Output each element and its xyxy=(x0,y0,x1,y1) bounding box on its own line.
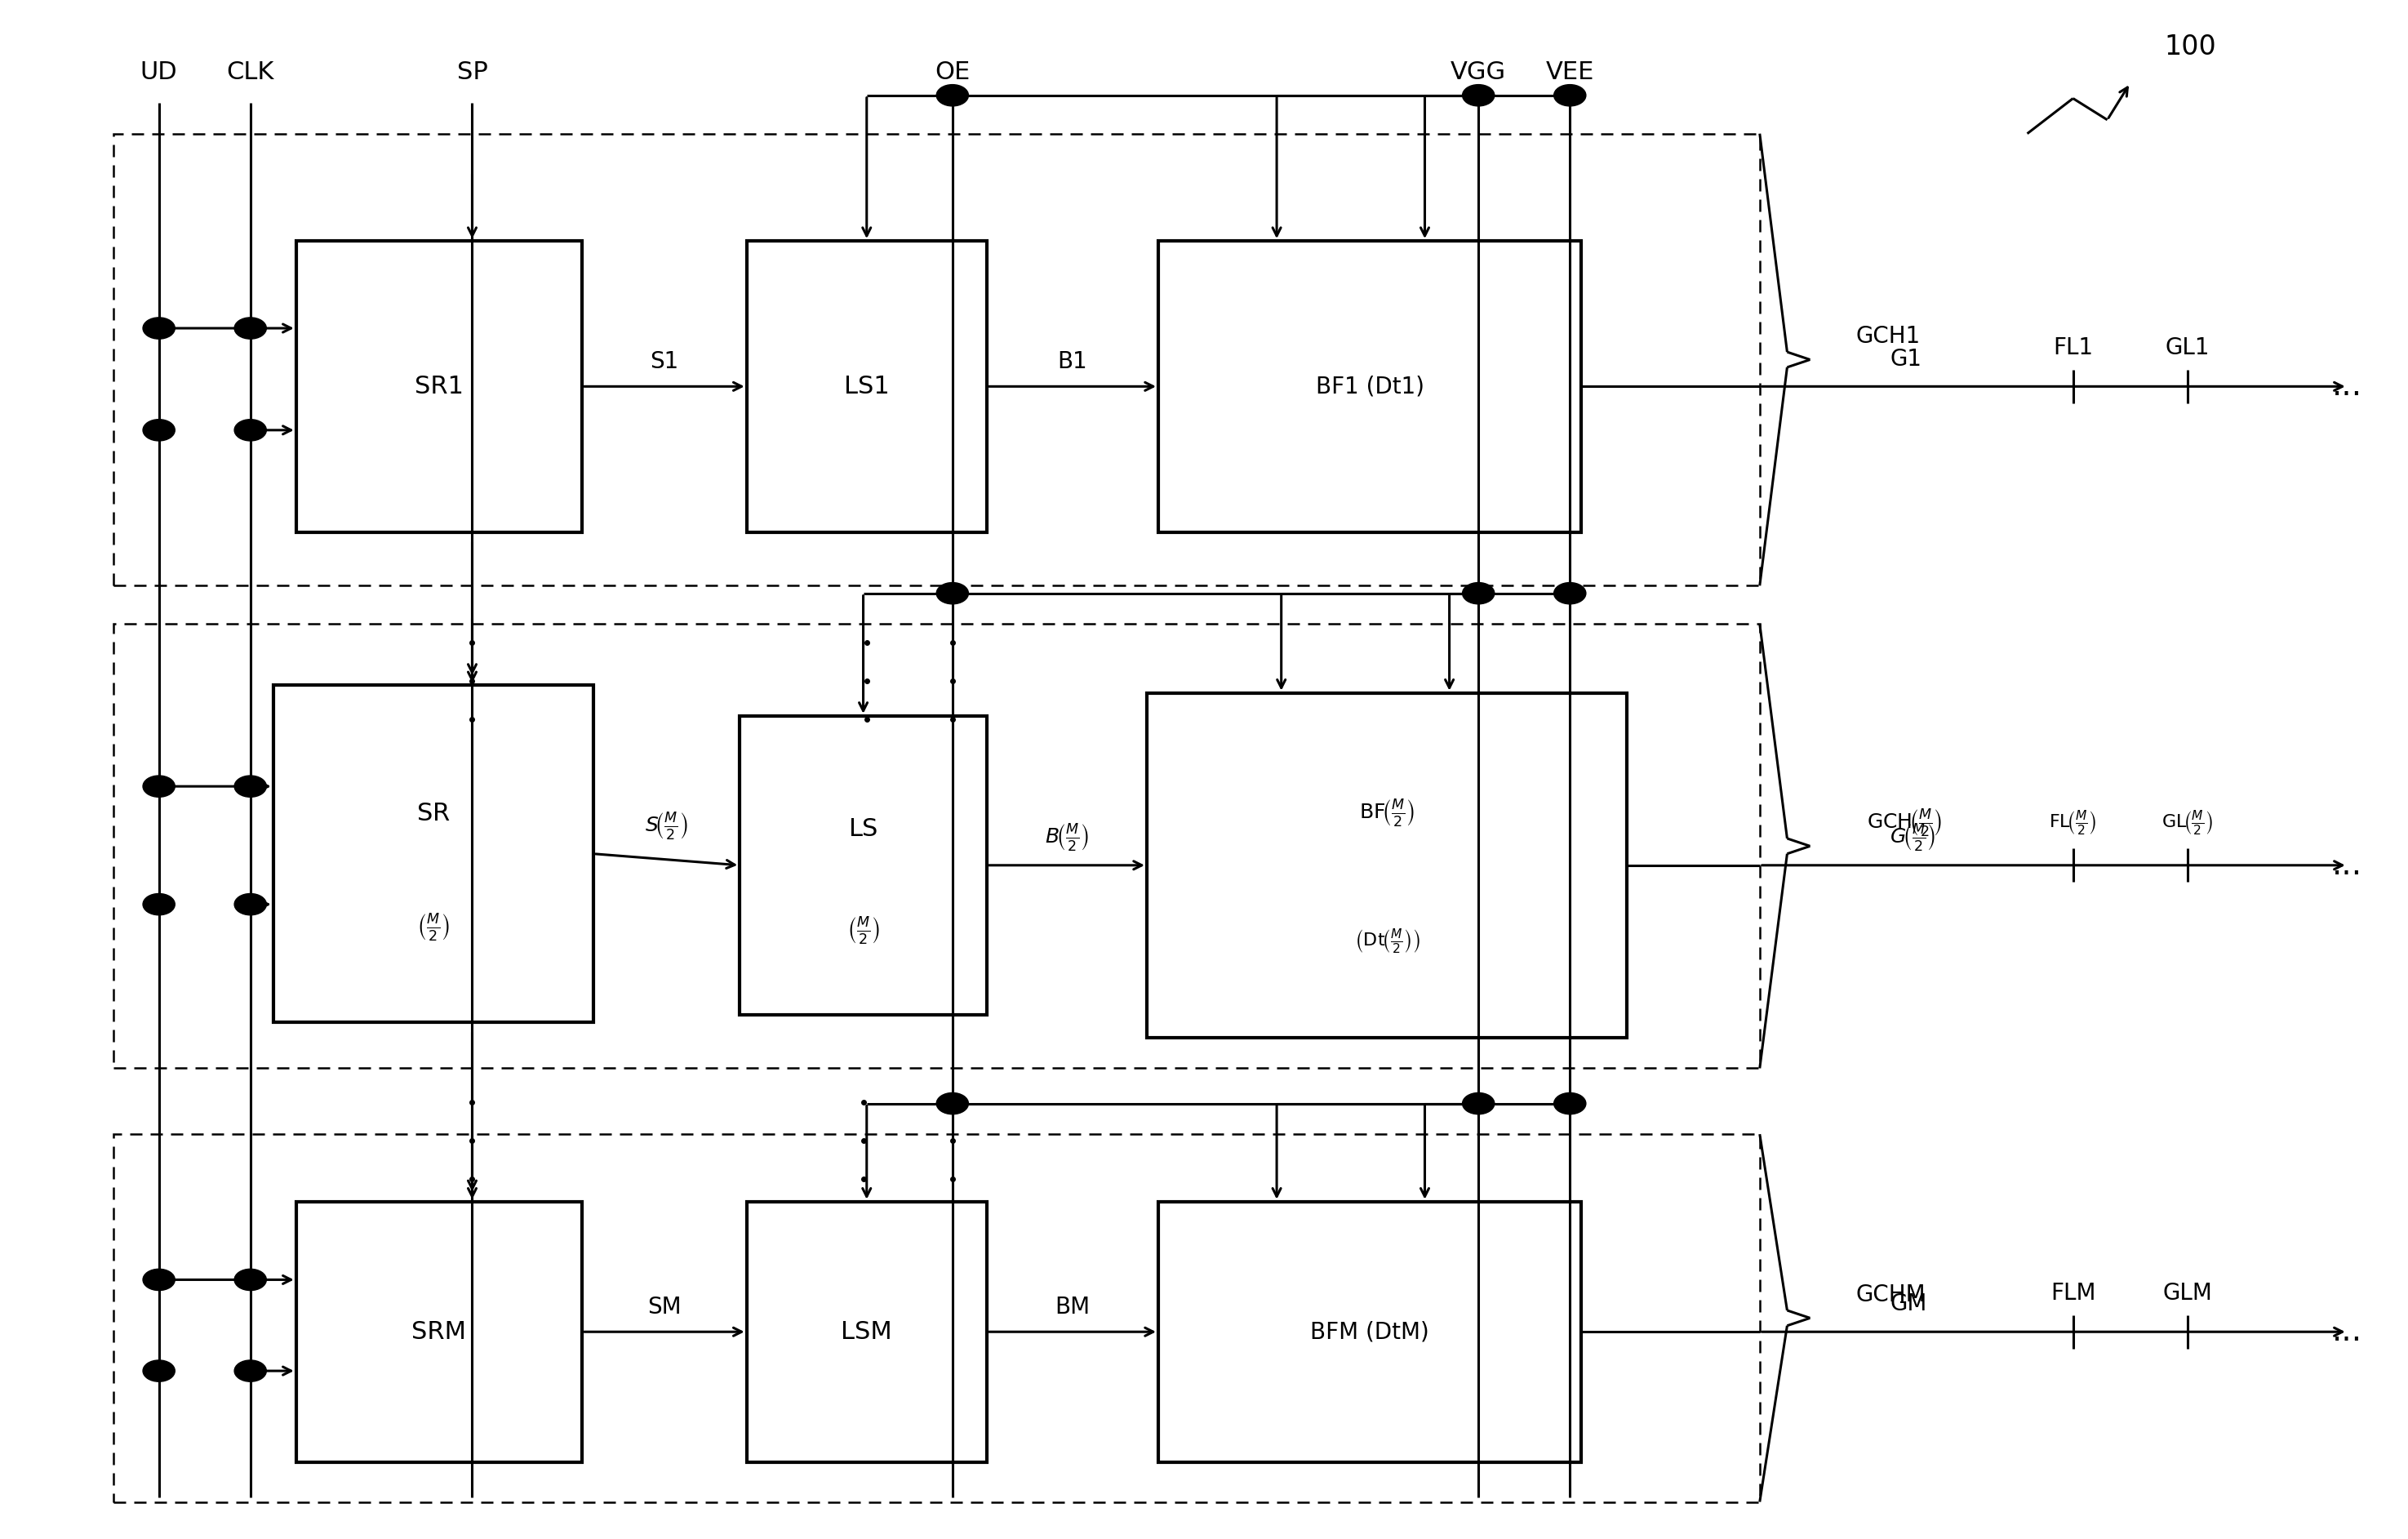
Text: GM: GM xyxy=(1890,1293,1926,1316)
Circle shape xyxy=(1462,85,1495,106)
Text: FLM: FLM xyxy=(2049,1282,2095,1305)
Text: SR1: SR1 xyxy=(414,374,462,399)
Text: S1: S1 xyxy=(650,351,679,374)
Bar xyxy=(296,242,583,532)
Circle shape xyxy=(142,894,176,916)
Bar xyxy=(113,134,1760,586)
Text: BFM (DtM): BFM (DtM) xyxy=(1310,1320,1430,1344)
Text: FL1: FL1 xyxy=(2054,337,2093,360)
Text: $\left(\frac{M}{2}\right)$: $\left(\frac{M}{2}\right)$ xyxy=(417,913,450,943)
Text: $\left(\mathrm{Dt}\!\left(\frac{M}{2}\right)\right)$: $\left(\mathrm{Dt}\!\left(\frac{M}{2}\ri… xyxy=(1353,926,1421,956)
Text: $\mathrm{BF}\!\left(\frac{M}{2}\right)$: $\mathrm{BF}\!\left(\frac{M}{2}\right)$ xyxy=(1358,799,1416,830)
Text: GCHM: GCHM xyxy=(1857,1284,1926,1307)
Text: 100: 100 xyxy=(2165,34,2215,60)
Circle shape xyxy=(142,776,176,797)
Circle shape xyxy=(937,85,968,106)
Circle shape xyxy=(142,420,176,440)
Bar xyxy=(1158,242,1582,532)
Circle shape xyxy=(1553,583,1587,603)
Text: $B\!\left(\frac{M}{2}\right)$: $B\!\left(\frac{M}{2}\right)$ xyxy=(1045,822,1088,853)
Bar xyxy=(272,685,592,1022)
Circle shape xyxy=(937,1093,968,1114)
Circle shape xyxy=(234,317,267,339)
Text: SM: SM xyxy=(648,1296,681,1319)
Text: $\mathrm{GL}\!\left(\frac{M}{2}\right)$: $\mathrm{GL}\!\left(\frac{M}{2}\right)$ xyxy=(2162,808,2213,837)
Text: VEE: VEE xyxy=(1546,60,1594,85)
Text: $S\!\left(\frac{M}{2}\right)$: $S\!\left(\frac{M}{2}\right)$ xyxy=(645,811,689,842)
Circle shape xyxy=(234,1360,267,1382)
Text: UD: UD xyxy=(140,60,178,85)
Circle shape xyxy=(234,776,267,797)
Circle shape xyxy=(234,1270,267,1290)
Text: GCH1: GCH1 xyxy=(1857,325,1922,348)
Text: $\left(\frac{M}{2}\right)$: $\left(\frac{M}{2}\right)$ xyxy=(848,916,879,946)
Text: ...: ... xyxy=(2333,1316,2362,1347)
Circle shape xyxy=(234,894,267,916)
Text: ...: ... xyxy=(2333,850,2362,880)
Text: $\mathrm{FL}\!\left(\frac{M}{2}\right)$: $\mathrm{FL}\!\left(\frac{M}{2}\right)$ xyxy=(2049,808,2097,837)
Bar xyxy=(1146,693,1628,1037)
Text: G1: G1 xyxy=(1890,348,1922,371)
Text: ...: ... xyxy=(2333,371,2362,402)
Bar xyxy=(739,716,987,1014)
Text: GLM: GLM xyxy=(2162,1282,2213,1305)
Text: SP: SP xyxy=(458,60,486,85)
Bar xyxy=(746,1202,987,1462)
Circle shape xyxy=(142,317,176,339)
Circle shape xyxy=(937,583,968,603)
Text: VGG: VGG xyxy=(1450,60,1507,85)
Text: B1: B1 xyxy=(1057,351,1088,374)
Text: LSM: LSM xyxy=(840,1320,893,1344)
Text: $\mathrm{LS}$: $\mathrm{LS}$ xyxy=(848,817,879,842)
Bar xyxy=(746,242,987,532)
Bar xyxy=(113,1134,1760,1502)
Circle shape xyxy=(1462,1093,1495,1114)
Text: $\mathrm{GCH}\!\left(\frac{M}{2}\right)$: $\mathrm{GCH}\!\left(\frac{M}{2}\right)$ xyxy=(1866,808,1943,839)
Text: $G\!\left(\frac{M}{2}\right)$: $G\!\left(\frac{M}{2}\right)$ xyxy=(1890,822,1936,853)
Text: BF1 (Dt1): BF1 (Dt1) xyxy=(1315,376,1423,399)
Bar xyxy=(1158,1202,1582,1462)
Text: SRM: SRM xyxy=(412,1320,467,1344)
Circle shape xyxy=(1553,85,1587,106)
Circle shape xyxy=(1462,583,1495,603)
Text: OE: OE xyxy=(934,60,970,85)
Circle shape xyxy=(142,1270,176,1290)
Circle shape xyxy=(142,1360,176,1382)
Bar xyxy=(113,623,1760,1068)
Text: LS1: LS1 xyxy=(843,374,889,399)
Text: CLK: CLK xyxy=(226,60,275,85)
Text: BM: BM xyxy=(1055,1296,1091,1319)
Circle shape xyxy=(1553,1093,1587,1114)
Text: $\mathrm{SR}$: $\mathrm{SR}$ xyxy=(417,802,450,825)
Text: GL1: GL1 xyxy=(2165,337,2211,360)
Circle shape xyxy=(234,420,267,440)
Bar xyxy=(296,1202,583,1462)
